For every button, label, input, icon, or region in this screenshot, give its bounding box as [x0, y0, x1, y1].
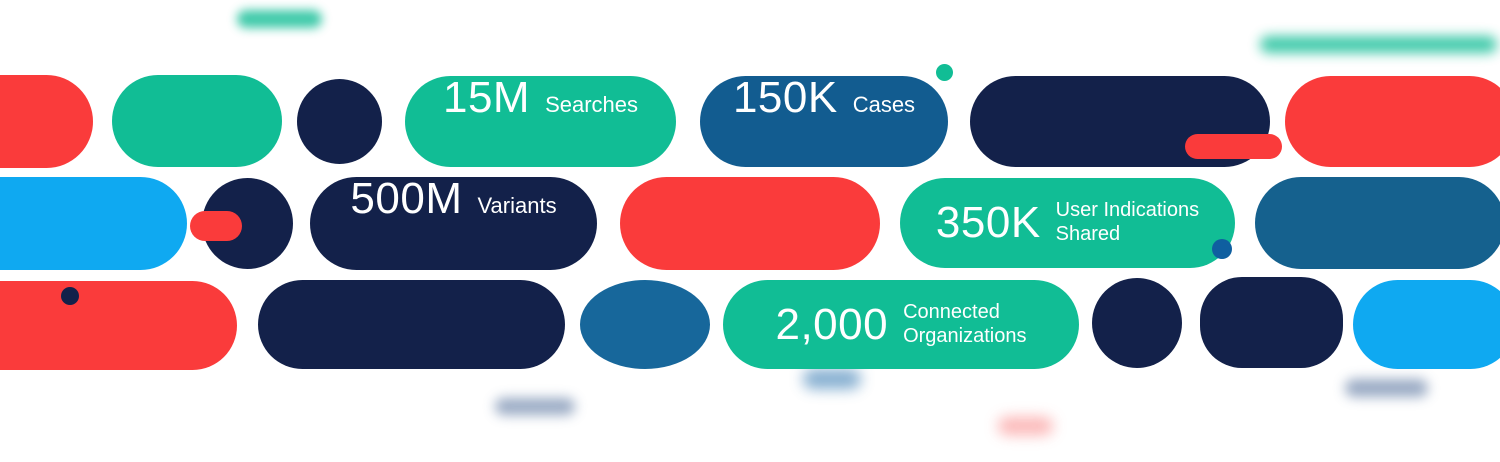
- decor-pill-red-bottom-left: [0, 281, 237, 370]
- decor-blur-gray-bar-bottom-right: [1345, 379, 1428, 397]
- stat-cases-value: 150K: [732, 73, 838, 122]
- decor-pill-navy-bottom-right: [1200, 277, 1343, 368]
- decor-dot-blue: [1212, 239, 1232, 259]
- decor-pill-red-top-right: [1285, 76, 1500, 167]
- stat-user-indications: 350K User Indications Shared: [900, 178, 1235, 268]
- stat-variants-label: Variants: [477, 193, 557, 218]
- stat-variants-value: 500M: [350, 174, 463, 223]
- decor-blur-teal-top: [237, 10, 322, 28]
- decor-pill-navy-bottom: [258, 280, 565, 369]
- stat-variants: 500M Variants: [310, 177, 597, 270]
- stat-organizations: 2,000 Connected Organizations: [723, 280, 1079, 369]
- stat-user-indications-label: User Indications Shared: [1055, 199, 1200, 245]
- stat-user-indications-value: 350K: [935, 198, 1041, 247]
- decor-pill-cyan-left: [0, 177, 187, 270]
- decor-pill-teal-top: [112, 75, 282, 167]
- stat-searches-label: Searches: [545, 92, 639, 117]
- decor-circle-navy-bottom: [1092, 278, 1182, 368]
- decor-blur-blue-blob: [803, 369, 861, 389]
- decor-pill-red-mid: [620, 177, 880, 270]
- decor-blur-pink-blob: [998, 417, 1053, 435]
- decor-circle-navy-top: [297, 79, 382, 164]
- stat-organizations-label: Connected Organizations: [903, 300, 1027, 347]
- stat-cases-label: Cases: [852, 92, 916, 117]
- decor-pill-steel-right: [1255, 177, 1500, 269]
- decor-dot-navy: [61, 287, 79, 305]
- decor-pill-red-top-left: [0, 75, 93, 168]
- stat-cases: 150K Cases: [700, 76, 948, 167]
- decor-chip-red-top: [1185, 134, 1282, 159]
- decor-pill-cyan-right: [1353, 280, 1500, 369]
- stat-searches: 15M Searches: [405, 76, 676, 167]
- stat-searches-value: 15M: [442, 73, 531, 122]
- decor-blur-teal-bar-top-right: [1260, 36, 1497, 53]
- decor-chip-red-mid: [190, 211, 242, 241]
- decor-ellipse-blue-bottom: [580, 280, 710, 369]
- stat-organizations-value: 2,000: [775, 299, 889, 349]
- decor-blur-gray-bar-bottom-left: [495, 398, 575, 415]
- decor-dot-teal: [936, 64, 953, 81]
